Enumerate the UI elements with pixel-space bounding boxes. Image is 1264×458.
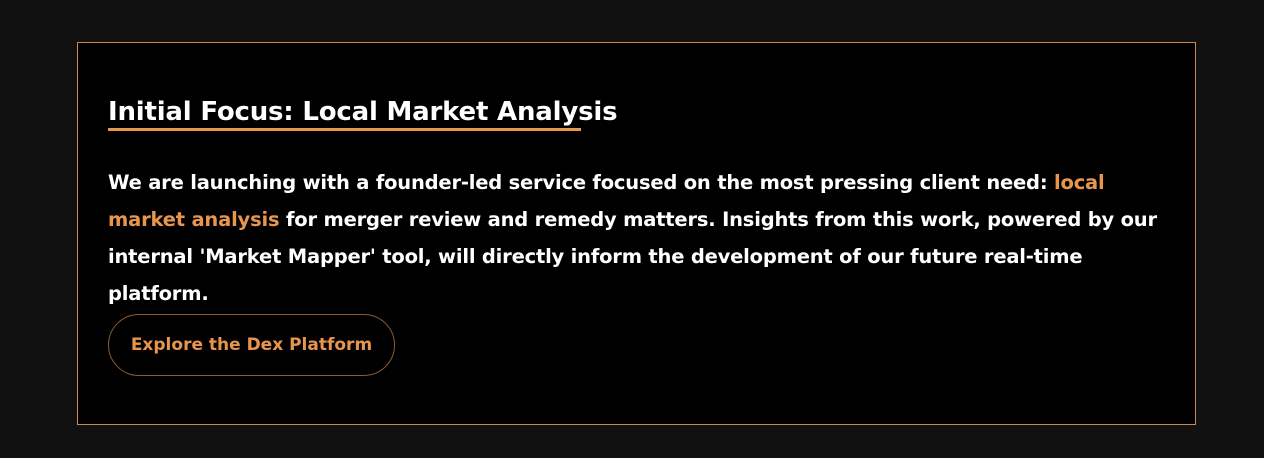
focus-card: Initial Focus: Local Market Analysis We … bbox=[77, 42, 1196, 425]
highlighted-phrase: local market analysis bbox=[108, 171, 1105, 231]
section-description: We are launching with a founder-led serv… bbox=[108, 164, 1178, 312]
section-heading: Initial Focus: Local Market Analysis bbox=[108, 97, 618, 127]
description-text-end: for merger review and remedy matters. In… bbox=[108, 208, 1157, 305]
description-text-start: We are launching with a founder-led serv… bbox=[108, 171, 1055, 194]
explore-platform-button[interactable]: Explore the Dex Platform bbox=[108, 314, 395, 376]
heading-underline bbox=[108, 128, 581, 131]
